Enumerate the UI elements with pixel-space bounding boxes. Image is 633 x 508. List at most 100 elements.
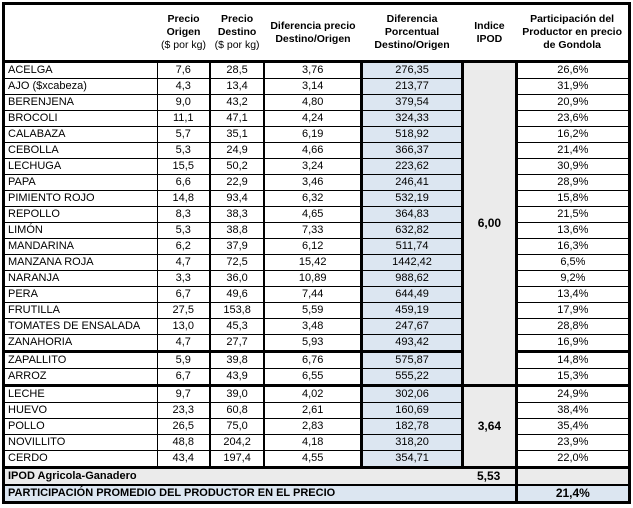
cell-participacion: 24,9% [514, 385, 631, 403]
cell-precio-origen: 9,7 [156, 385, 211, 403]
cell-precio-destino: 60,8 [208, 402, 265, 419]
header-line: Indice [474, 19, 505, 32]
cell-diferencia-precio: 4,55 [263, 450, 362, 469]
cell-precio-destino: 36,0 [208, 270, 265, 287]
cell-diferencia-porcentual: 247,67 [359, 318, 464, 335]
cell-diferencia-porcentual: 1442,42 [359, 254, 464, 271]
cell-precio-origen: 27,5 [156, 302, 211, 319]
cell-precio-destino: 37,9 [208, 238, 265, 255]
participation-average-label: PARTICIPACIÓN PROMEDIO DEL PRODUCTOR EN … [3, 484, 517, 503]
cell-participacion: 28,8% [514, 318, 631, 335]
cell-diferencia-precio: 3,24 [263, 158, 362, 175]
cell-precio-origen: 9,0 [156, 94, 211, 111]
cell-participacion: 9,2% [514, 270, 631, 287]
cell-ipod-agricola: 6,00 [461, 60, 518, 387]
summary-section: IPOD Agricola-Ganadero 5,53 PARTICIPACIÓ… [2, 467, 631, 503]
cell-precio-origen: 5,9 [156, 351, 211, 369]
table-row-acelga: ACELGA 7,6 28,5 3,76 276,35 6,00 26,6% [3, 60, 631, 387]
ipod-total-label: IPOD Agricola-Ganadero [2, 467, 463, 486]
cell-diferencia-precio: 5,59 [263, 302, 362, 319]
cell-precio-destino: 28,5 [208, 61, 265, 79]
header-line: Destino [217, 26, 257, 38]
cell-participacion: 31,9% [514, 78, 631, 95]
cell-diferencia-precio: 4,24 [263, 110, 362, 127]
cell-precio-origen: 15,5 [156, 158, 211, 175]
table-row-pera: PERA 6,7 49,6 7,44 644,49 13,4% [3, 286, 631, 303]
cell-diferencia-precio: 3,48 [263, 318, 362, 335]
table-row-frutilla: FRUTILLA 27,5 153,8 5,59 459,19 17,9% [3, 302, 631, 319]
cell-ipod-ganadero: 3,64 [461, 384, 518, 469]
cell-diferencia-porcentual: 160,69 [359, 402, 464, 419]
header-participacion: Participación del Productor en precio de… [516, 3, 630, 63]
cell-diferencia-precio: 3,14 [263, 78, 362, 95]
cell-diferencia-precio: 2,61 [263, 402, 362, 419]
cell-participacion: 23,9% [514, 434, 631, 451]
table-row-manzana-roja: MANZANA ROJA 4,7 72,5 15,42 1442,42 6,5% [3, 254, 631, 271]
cell-participacion: 17,9% [514, 302, 631, 319]
cell-participacion: 13,6% [514, 222, 631, 239]
cell-diferencia-porcentual: 555,22 [359, 368, 464, 387]
cell-diferencia-porcentual: 493,42 [359, 334, 464, 353]
cell-diferencia-porcentual: 223,62 [359, 158, 464, 175]
cell-product: CERDO [3, 450, 158, 469]
cell-product: ARROZ [3, 368, 158, 387]
cell-precio-origen: 43,4 [156, 450, 211, 469]
cell-diferencia-precio: 3,76 [263, 61, 362, 79]
cell-diferencia-precio: 5,93 [263, 334, 362, 353]
cell-diferencia-porcentual: 366,37 [359, 142, 464, 159]
cell-diferencia-precio: 3,46 [263, 174, 362, 191]
cell-diferencia-porcentual: 213,77 [359, 78, 464, 95]
cell-precio-origen: 3,3 [156, 270, 211, 287]
cell-participacion: 6,5% [514, 254, 631, 271]
cell-product: LIMÓN [3, 222, 158, 239]
table-row-zanahoria: ZANAHORIA 4,7 27,7 5,93 493,42 16,9% [3, 334, 631, 353]
header-line: Destino/Origen [374, 39, 450, 51]
cell-diferencia-precio: 2,83 [263, 418, 362, 435]
cell-precio-destino: 47,1 [208, 110, 265, 127]
ipod-total-value: 5,53 [462, 467, 517, 486]
cell-precio-origen: 5,7 [156, 126, 211, 143]
cell-precio-destino: 35,1 [208, 126, 265, 143]
cell-precio-destino: 75,0 [208, 418, 265, 435]
cell-participacion: 28,9% [514, 174, 631, 191]
cell-participacion: 16,9% [514, 334, 631, 353]
cell-participacion: 23,6% [514, 110, 631, 127]
table-row-novillito: NOVILLITO 48,8 204,2 4,18 318,20 23,9% [3, 434, 631, 451]
header-line: Precio [221, 13, 254, 25]
cell-participacion: 38,4% [514, 402, 631, 419]
cell-product: BROCOLI [3, 110, 158, 127]
header-line: Productor en precio [522, 26, 622, 38]
table-row-calabaza: CALABAZA 5,7 35,1 6,19 518,92 16,2% [3, 126, 631, 143]
cell-precio-destino: 197,4 [208, 450, 265, 469]
cell-precio-origen: 7,6 [156, 61, 211, 79]
table-row-mandarina: MANDARINA 6,2 37,9 6,12 511,74 16,3% [3, 238, 631, 255]
cell-diferencia-porcentual: 511,74 [359, 238, 464, 255]
cell-product: LECHE [3, 385, 158, 403]
cell-precio-origen: 6,7 [156, 286, 211, 303]
cell-product: CALABAZA [3, 126, 158, 143]
cell-product: LECHUGA [3, 158, 158, 175]
cell-participacion: 21,4% [514, 142, 631, 159]
cell-precio-destino: 204,2 [208, 434, 265, 451]
header-line: de Gondola [543, 39, 601, 51]
table-row-ajo-xcabeza-: AJO ($xcabeza) 4,3 13,4 3,14 213,77 31,9% [3, 78, 631, 95]
cell-precio-destino: 39,8 [208, 351, 265, 369]
table-row-brocoli: BROCOLI 11,1 47,1 4,24 324,33 23,6% [3, 110, 631, 127]
cell-diferencia-precio: 4,66 [263, 142, 362, 159]
table-row-zapallito: ZAPALLITO 5,9 39,8 6,76 575,87 14,8% [3, 351, 631, 369]
ipod-total-participation-empty [514, 467, 631, 486]
cell-diferencia-porcentual: 246,41 [359, 174, 464, 191]
header-line: Origen [166, 26, 201, 38]
cell-diferencia-porcentual: 354,71 [359, 450, 464, 469]
cell-diferencia-porcentual: 575,87 [359, 351, 464, 369]
table-row-huevo: HUEVO 23,3 60,8 2,61 160,69 38,4% [3, 402, 631, 419]
cell-product: PERA [3, 286, 158, 303]
cell-precio-origen: 4,3 [156, 78, 211, 95]
cell-precio-destino: 45,3 [208, 318, 265, 335]
cell-diferencia-precio: 15,42 [263, 254, 362, 271]
table-row-lechuga: LECHUGA 15,5 50,2 3,24 223,62 30,9% [3, 158, 631, 175]
cell-product: ZANAHORIA [3, 334, 158, 353]
cell-diferencia-porcentual: 379,54 [359, 94, 464, 111]
